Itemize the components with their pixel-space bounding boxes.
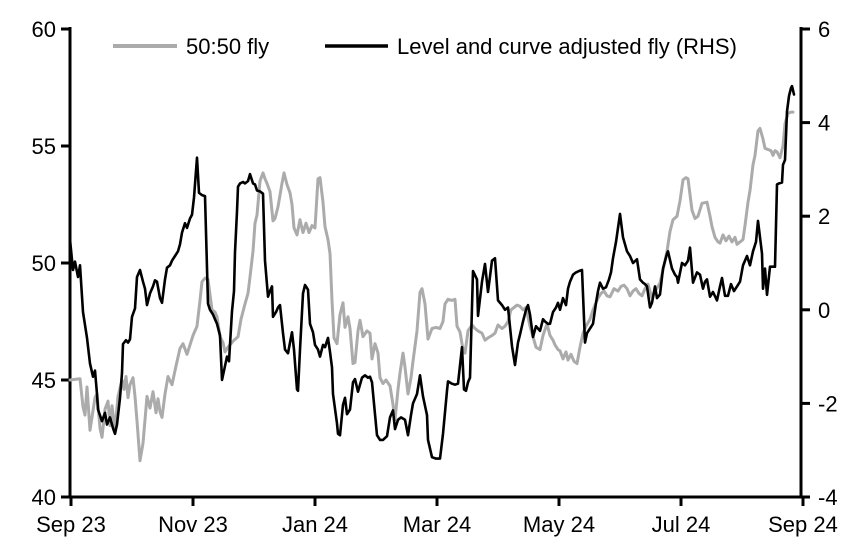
- y-right-tick-label: -2: [818, 391, 838, 416]
- x-tick-label: Sep 23: [36, 512, 106, 537]
- series-line-gray: [68, 110, 795, 463]
- x-tick-label: Nov 23: [158, 512, 228, 537]
- legend-label-black: Level and curve adjusted fly (RHS): [397, 34, 737, 59]
- x-tick-label: May 24: [523, 512, 595, 537]
- y-left-tick-label: 40: [32, 485, 56, 510]
- legend-label-gray: 50:50 fly: [186, 34, 269, 59]
- y-right-tick-label: 2: [818, 204, 830, 229]
- y-left-tick-label: 45: [32, 368, 56, 393]
- y-left-tick-label: 50: [32, 251, 56, 276]
- x-tick-label: Sep 24: [768, 512, 838, 537]
- x-tick-label: Jan 24: [282, 512, 348, 537]
- y-right-tick-label: -4: [818, 485, 838, 510]
- y-right-tick-label: 0: [818, 298, 830, 323]
- y-left-tick-label: 55: [32, 134, 56, 159]
- x-tick-label: Jul 24: [652, 512, 711, 537]
- y-left-tick-label: 60: [32, 17, 56, 42]
- series-line-black: [68, 84, 796, 460]
- y-right-tick-label: 6: [818, 17, 830, 42]
- x-tick-label: Mar 24: [403, 512, 471, 537]
- y-right-tick-label: 4: [818, 111, 830, 136]
